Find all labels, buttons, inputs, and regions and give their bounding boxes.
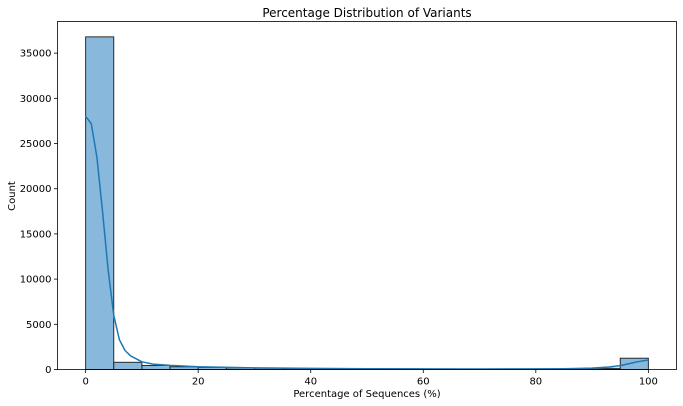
y-tick-label: 15000 — [20, 229, 52, 240]
x-tick-label: 20 — [192, 377, 205, 388]
y-axis-ticks: 0 5000 10000 15000 20000 25000 30000 35000 — [20, 49, 58, 376]
y-tick-label: 35000 — [20, 49, 52, 60]
y-tick-label: 10000 — [20, 275, 52, 286]
kde-curve-group — [84, 115, 650, 370]
histogram-bar-0 — [85, 36, 115, 370]
x-tick-label: 60 — [417, 377, 430, 388]
y-tick-label: 0 — [45, 365, 51, 376]
chart-title: Percentage Distribution of Variants — [262, 6, 471, 20]
histogram-bars — [85, 36, 649, 370]
x-tick-label: 100 — [639, 377, 658, 388]
kde-line — [84, 115, 650, 370]
plot-area-frame — [57, 21, 677, 370]
y-axis-label: Count — [7, 181, 18, 211]
y-tick-label: 5000 — [26, 320, 51, 331]
x-tick-label: 80 — [529, 377, 542, 388]
y-tick-label: 20000 — [20, 184, 52, 195]
y-tick-label: 30000 — [20, 94, 52, 105]
x-tick-label: 0 — [82, 377, 88, 388]
x-axis-ticks: 0 20 40 60 80 100 — [82, 369, 658, 388]
histogram-bar-19 — [619, 357, 649, 370]
y-tick-label: 25000 — [20, 139, 52, 150]
x-tick-label: 40 — [304, 377, 317, 388]
x-axis-label: Percentage of Sequences (%) — [293, 389, 440, 400]
histogram-bar-1 — [113, 361, 143, 370]
histogram-bar-2 — [141, 364, 171, 370]
